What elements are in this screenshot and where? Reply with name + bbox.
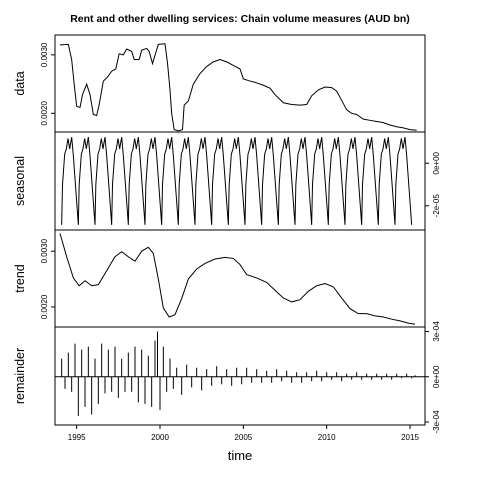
y-tick-label: -2e-05: [432, 194, 441, 218]
panel-frame: [54, 326, 426, 426]
y-tick-label: 0.0020: [40, 294, 49, 319]
y-tick-label: 0e+00: [432, 151, 441, 174]
y-tick-label: -3e-04: [432, 410, 441, 434]
x-tick-label: 2000: [151, 433, 169, 442]
panel-trend: 0.0020 0.0030 trend: [13, 229, 426, 328]
y-tick-label: 0.0020: [40, 101, 49, 126]
y-tick-label: 0e+00: [432, 365, 441, 388]
panel-data: 0.0020 0.0030 data: [13, 34, 426, 133]
x-tick-label: 1995: [68, 433, 86, 442]
series-line-trend: [59, 233, 416, 325]
chart-title: Rent and other dwelling services: Chain …: [70, 13, 410, 25]
x-axis: 1995 2000 2005 2010 2015: [68, 425, 419, 442]
y-tick-label: 0.0030: [40, 42, 49, 67]
panel-seasonal: 0e+00 -2e-05 seasonal: [13, 131, 441, 231]
x-axis-label: time: [228, 448, 253, 463]
panel-label: remainder: [13, 348, 27, 404]
panel-remainder: 3e-04 0e+00 -3e-04 remainder: [13, 321, 441, 434]
x-tick-label: 2010: [318, 433, 336, 442]
series-line-seasonal: [61, 137, 413, 225]
panel-frame: [54, 229, 426, 328]
y-tick-label: 0.0030: [40, 238, 49, 263]
panel-label: seasonal: [13, 156, 27, 206]
x-tick-label: 2005: [234, 433, 252, 442]
y-tick-label: 3e-04: [432, 321, 441, 342]
series-line-data: [59, 43, 417, 132]
panel-label: trend: [13, 264, 27, 293]
panel-frame: [54, 34, 426, 133]
panel-label: data: [13, 71, 27, 95]
x-tick-label: 2015: [401, 433, 419, 442]
